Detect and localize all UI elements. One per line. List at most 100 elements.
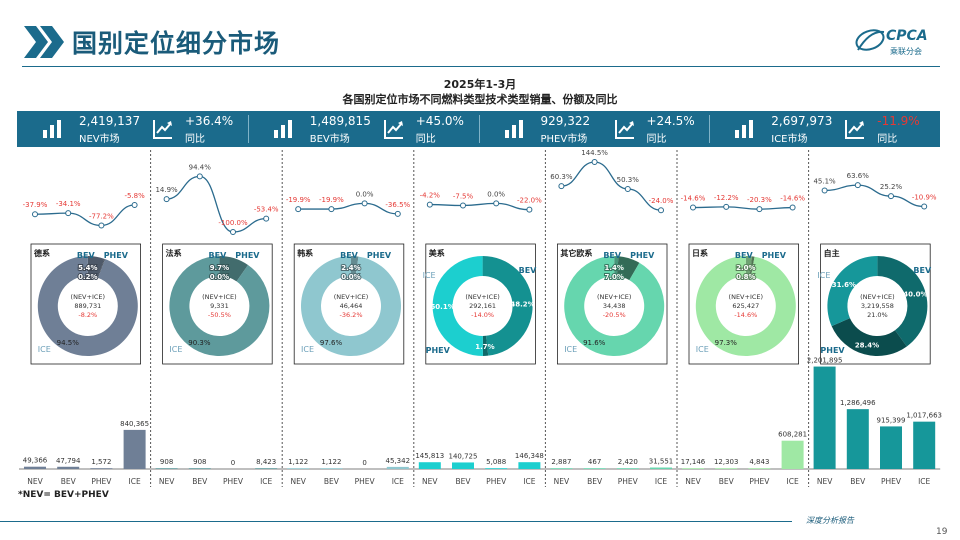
trend-chart-icon [614,120,634,139]
donut-slice-phev [97,258,106,278]
kpi-bev: 1,489,815 BEV市场 +45.0% 同比 [247,111,479,147]
yoy-line-3 [429,202,530,211]
yoy-label: 63.6% [847,172,870,180]
volume-bar-nev [287,468,310,469]
yoy-label: -10.9% [912,193,937,201]
volume-bar-bev [188,468,211,469]
yoy-point [32,211,38,218]
page-number: 19 [936,527,948,537]
donut-slice-bev [351,256,359,277]
donut-slice-bev [877,256,928,347]
x-tick-label: BEV [455,477,471,486]
donut-center-growth: -14.0% [471,311,494,319]
yoy-point [558,183,565,190]
cpca-logo: CPCA 乘联分会 [855,28,928,56]
yoy-point [361,200,368,207]
donut-slice-ice [695,256,796,356]
yoy-label: -5.8% [124,192,145,200]
yoy-label: -34.1% [56,200,81,208]
volume-label: 12,303 [714,458,739,466]
yoy-label: -14.6% [780,195,805,203]
legend-bev: BEV [77,251,96,260]
kpi-growth-label: 同比 [646,134,667,145]
volume-bar-phev [90,468,113,469]
kpi-growth-label: 同比 [415,134,436,145]
yoy-label: 94.4% [189,163,212,171]
volume-bar-ice [386,466,409,469]
slice-label-phev: 0.0% [210,273,229,281]
yoy-label: -20.3% [747,196,772,204]
x-tick-label: PHEV [749,477,770,486]
slice-label-ice: 90.3% [188,339,211,347]
x-tick-label: PHEV [355,477,376,486]
donut-center-growth: -20.5% [603,311,626,319]
volume-label: 608,281 [778,431,807,439]
x-tick-label: NEV [290,477,306,486]
donut-center-label: (NEV+ICE) [729,293,764,301]
donut-slice-bev [87,256,105,278]
slice-label-ice: 97.3% [715,339,738,347]
bar-chart-icon [735,120,754,138]
donut-center-growth: 21.0% [867,311,888,319]
donut-slice-phev [749,256,755,277]
donut-slice-ice [301,256,401,356]
footnote: *NEV= BEV+PHEV [18,490,109,500]
donut-center-label: (NEV+ICE) [860,293,895,301]
group-name: 美系 [429,248,445,258]
bar-chart-icon [504,120,523,138]
volume-bar-bev [57,466,80,469]
volume-label: 2,887 [551,458,571,466]
yoy-label: 0.0% [487,190,505,198]
donut-slice-ice [564,256,665,356]
trend-chart-icon [383,120,403,139]
group-name: 其它欧系 [560,248,592,258]
yoy-label: -37.9% [23,201,48,209]
x-tick-label: BEV [192,477,208,486]
donut-slice-bev [614,256,619,277]
kpi-phev: 929,322 PHEV市场 +24.5% 同比 [478,111,710,147]
legend-phev: PHEV [820,346,845,355]
x-tick-label: ICE [260,477,272,486]
volume-bar-ice [781,440,804,469]
donut-center-total: 9,331 [210,302,229,310]
donut-center-label: (NEV+ICE) [597,293,632,301]
kpi-label: BEV市场 [309,134,350,145]
volume-label: 908 [160,458,173,466]
yoy-point [460,202,466,209]
volume-bar-nev [550,468,573,469]
kpi-growth: +24.5% [646,114,695,128]
yoy-label: -100.0% [218,219,248,227]
donut-center-total: 625,427 [732,302,759,310]
donut-slice-ice [37,256,138,356]
yoy-point [789,204,796,211]
yoy-point [723,203,730,210]
legend-ice: ICE [38,345,51,354]
donut-center-label: (NEV+ICE) [334,293,369,301]
volume-label: 4,843 [749,458,769,466]
donut-slice-phev [831,318,907,356]
x-tick-label: BEV [324,477,340,486]
yoy-point [658,207,664,214]
kpi-value: 2,697,973 [771,114,833,128]
logo-subtext: 乘联分会 [890,46,922,56]
volume-label: 0 [231,459,235,467]
bottom-divider [0,521,792,522]
x-tick-label: PHEV [486,477,507,486]
volume-label: 31,551 [649,458,674,466]
chart-title-period: 2025年1-3月 [443,78,517,91]
slice-label-bev: 48.2% [510,301,534,309]
x-tick-label: NEV [422,477,438,486]
x-tick-label: PHEV [881,477,902,486]
donut-slice-bev [482,256,533,356]
volume-label: 915,399 [877,416,906,424]
kpi-nev: 2,419,137 NEV市场 +36.4% 同比 [17,111,248,147]
x-tick-label: BEV [587,477,603,486]
donut-center-growth: -36.2% [340,311,363,319]
yoy-point [426,201,433,208]
donut-center-total: 292,161 [469,302,496,310]
kpi-growth: +45.0% [415,114,464,128]
yoy-label: -36.5% [385,201,410,209]
legend-bev: BEV [603,251,622,260]
legend-bev: BEV [735,251,754,260]
donut-center-total: 34,438 [603,302,626,310]
